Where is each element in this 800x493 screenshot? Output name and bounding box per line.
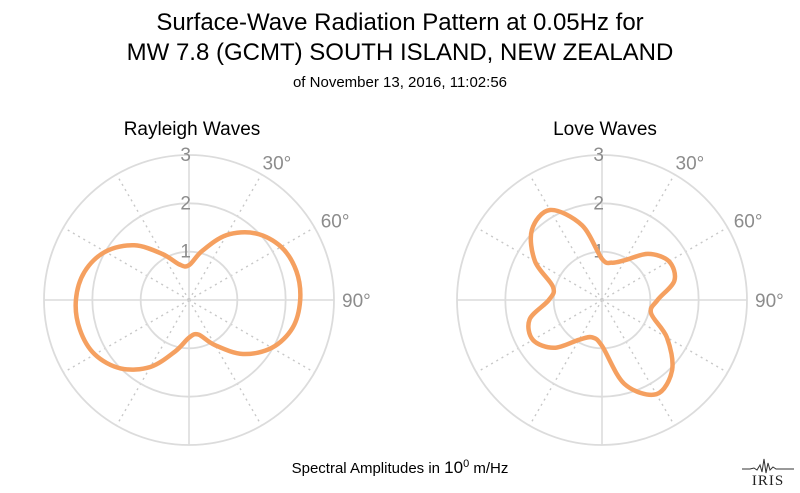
footer-label-base: 10 xyxy=(444,458,464,477)
chart-subtitle: of November 13, 2016, 11:02:56 xyxy=(292,74,508,91)
angular-gridline-210 xyxy=(115,299,190,426)
chart-title-line-2: MW 7.8 (GCMT) SOUTH ISLAND, NEW ZEALAND xyxy=(126,39,674,66)
footer-label-exponent: 0 xyxy=(463,458,470,470)
angular-tick-label-90: 90° xyxy=(755,291,784,312)
angular-gridline-330 xyxy=(528,174,603,301)
radial-gridline-2 xyxy=(91,202,287,398)
angular-gridline-300 xyxy=(63,226,190,301)
angular-gridline-150 xyxy=(601,299,676,426)
love-polar-plot: 123 30°60°90° xyxy=(456,145,784,446)
angular-gridline-60 xyxy=(188,226,315,301)
radiation-pattern-curve xyxy=(526,207,678,398)
angular-tick-label-60: 60° xyxy=(734,212,763,233)
radial-gridline-2 xyxy=(504,202,700,398)
radial-gridline-3 xyxy=(43,154,335,446)
rayleigh-polar-plot: 1 2 3 30° 60° 90° xyxy=(43,145,371,446)
footer-label-suffix: m/Hz xyxy=(469,460,509,477)
angular-gridline-210 xyxy=(528,299,603,426)
chart-title-line-1: Surface-Wave Radiation Pattern at 0.05Hz… xyxy=(156,9,644,36)
radial-gridline-1 xyxy=(139,250,239,350)
radiation-pattern-curve xyxy=(73,230,303,372)
footer-label-prefix: Spectral Amplitudes in xyxy=(291,460,445,477)
angular-gridline-150 xyxy=(188,299,263,426)
radial-tick-label-3: 3 xyxy=(593,145,604,166)
angular-gridline-330 xyxy=(115,174,190,301)
angular-gridline-240 xyxy=(63,299,190,374)
radial-gridline-3 xyxy=(456,154,748,446)
seismogram-icon xyxy=(742,458,794,474)
angular-gridline-300 xyxy=(476,226,603,301)
footer-label: Spectral Amplitudes in 100 m/Hz xyxy=(0,455,800,478)
iris-logo-text: IRIS xyxy=(751,473,785,489)
radial-tick-label-3: 3 xyxy=(180,145,191,166)
radial-tick-label-2: 2 xyxy=(593,193,604,214)
angular-tick-label-30: 30° xyxy=(263,153,292,174)
angular-tick-label-60: 60° xyxy=(321,212,350,233)
love-panel-title: Love Waves xyxy=(553,119,657,140)
angular-gridline-240 xyxy=(476,299,603,374)
rayleigh-panel-title: Rayleigh Waves xyxy=(123,119,261,140)
angular-gridline-120 xyxy=(188,299,315,374)
radial-tick-label-2: 2 xyxy=(180,193,191,214)
angular-tick-label-30: 30° xyxy=(676,153,705,174)
angular-gridline-60 xyxy=(601,226,728,301)
angular-gridline-30 xyxy=(601,174,676,301)
radial-tick-label-1: 1 xyxy=(180,242,191,263)
angular-tick-label-90: 90° xyxy=(342,291,371,312)
iris-logo: IRIS xyxy=(742,455,794,489)
